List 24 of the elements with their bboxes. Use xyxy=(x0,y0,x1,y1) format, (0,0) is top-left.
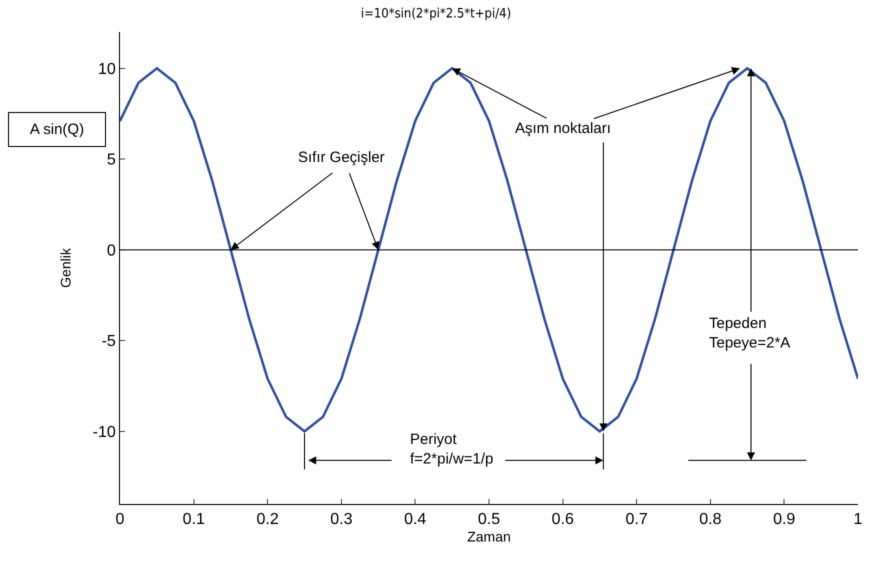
y-tick-label: -5 xyxy=(102,333,116,350)
x-tick-label: 0.9 xyxy=(773,511,796,528)
x-tick-label: 1 xyxy=(854,511,863,528)
line-series xyxy=(120,67,858,433)
x-tick-label: 0.5 xyxy=(478,511,500,528)
chart-title: i=10*sin(2*pi*2.5*t+pi/4) xyxy=(360,6,512,22)
x-tick-label: 0.6 xyxy=(552,511,574,528)
y-tick-label: 0 xyxy=(106,242,116,260)
x-axis-title: Zaman xyxy=(467,528,511,544)
x-tick-label: 0.3 xyxy=(330,511,353,528)
y-axis-title: Genlik xyxy=(57,247,74,288)
x-tick-label: 0.1 xyxy=(182,511,206,528)
annotation: Aşım noktaları xyxy=(515,120,611,137)
x-tick-label: 0.7 xyxy=(625,511,648,528)
x-tick-label: 0.8 xyxy=(699,511,722,528)
annotation: Periyot f=2*pi/w=1/p xyxy=(410,431,494,468)
annotation: Tepeden Tepeye=2*A xyxy=(709,315,790,352)
y-tick-label: 5 xyxy=(106,152,116,169)
y-tick-label: -10 xyxy=(92,424,116,441)
text: A sin(Q) xyxy=(30,121,84,138)
y-tick-label: 10 xyxy=(98,60,116,78)
x-tick-label: 0.2 xyxy=(256,511,279,528)
x-tick-label: 0.4 xyxy=(404,511,426,528)
annotation: Sıfır Geçişler xyxy=(298,149,385,166)
